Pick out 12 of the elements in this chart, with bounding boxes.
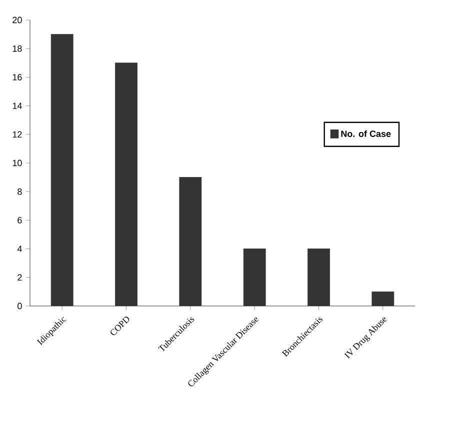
y-tick-label: 0 xyxy=(18,302,22,310)
y-tick-label: 20 xyxy=(12,16,22,24)
y-tick-label: 6 xyxy=(18,217,22,224)
y-tick-label: 16 xyxy=(12,74,22,80)
y-tick-label: 14 xyxy=(12,102,22,109)
y-tick-label: 12 xyxy=(12,131,22,138)
legend-label: No. of Case xyxy=(341,130,391,137)
y-tick-label: 4 xyxy=(17,246,22,252)
y-tick-label: 2 xyxy=(18,274,22,281)
y-tick-label: 10 xyxy=(12,160,22,166)
y-tick-label: 18 xyxy=(12,45,22,52)
y-tick-label: 8 xyxy=(18,188,22,195)
